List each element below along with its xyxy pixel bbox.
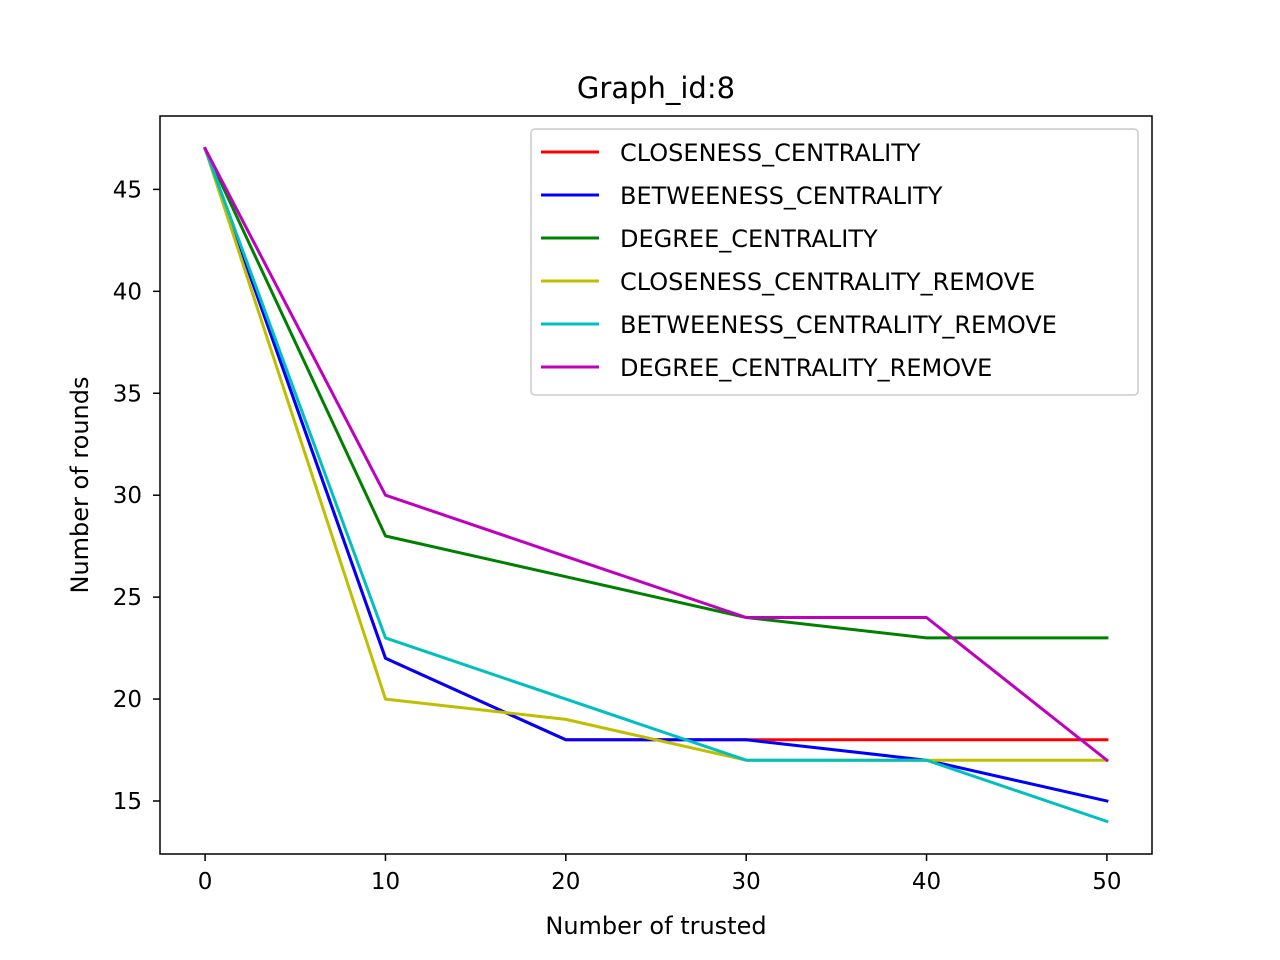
y-tick-label: 15 <box>113 789 142 815</box>
legend-label-closeness-centrality: CLOSENESS_CENTRALITY <box>620 139 921 167</box>
chart-title: Graph_id:8 <box>577 71 735 105</box>
y-tick-label: 20 <box>113 687 142 713</box>
x-tick-label: 20 <box>551 869 580 895</box>
legend-label-betweeness-centrality: BETWEENESS_CENTRALITY <box>620 182 943 210</box>
series-line-betweeness-centrality-remove <box>203 146 1109 824</box>
legend-label-closeness-centrality-remove: CLOSENESS_CENTRALITY_REMOVE <box>620 268 1035 296</box>
y-tick-label: 40 <box>113 279 142 305</box>
legend-box <box>530 128 1139 396</box>
legend-entries: CLOSENESS_CENTRALITY BETWEENESS_CENTRALIT… <box>541 139 1057 382</box>
x-axis-label: Number of trusted <box>545 912 766 940</box>
legend-label-degree-centrality: DEGREE_CENTRALITY <box>620 225 878 253</box>
series-line-closeness-centrality-remove <box>203 146 1109 762</box>
y-axis-ticks: 15 20 25 30 35 40 45 <box>113 177 160 815</box>
legend-label-degree-centrality-remove: DEGREE_CENTRALITY_REMOVE <box>620 354 992 382</box>
y-tick-label: 45 <box>113 177 142 203</box>
y-tick-label: 35 <box>113 381 142 407</box>
series-line-degree-centrality <box>203 146 1109 640</box>
y-axis-label: Number of rounds <box>66 377 94 594</box>
legend-label-betweeness-centrality-remove: BETWEENESS_CENTRALITY_REMOVE <box>620 311 1057 339</box>
plot-area-frame <box>159 115 1153 855</box>
y-tick-label: 30 <box>113 483 142 509</box>
y-tick-label: 25 <box>113 585 142 611</box>
series-line-degree-centrality-remove <box>203 146 1110 763</box>
x-axis-ticks: 0 10 20 30 40 50 <box>198 854 1122 895</box>
x-tick-label: 0 <box>198 869 213 895</box>
x-tick-label: 10 <box>371 869 400 895</box>
series-layer <box>203 146 1110 824</box>
x-tick-label: 40 <box>912 869 941 895</box>
x-tick-label: 30 <box>732 869 761 895</box>
x-tick-label: 50 <box>1092 869 1121 895</box>
legend: CLOSENESS_CENTRALITY BETWEENESS_CENTRALIT… <box>530 128 1139 396</box>
